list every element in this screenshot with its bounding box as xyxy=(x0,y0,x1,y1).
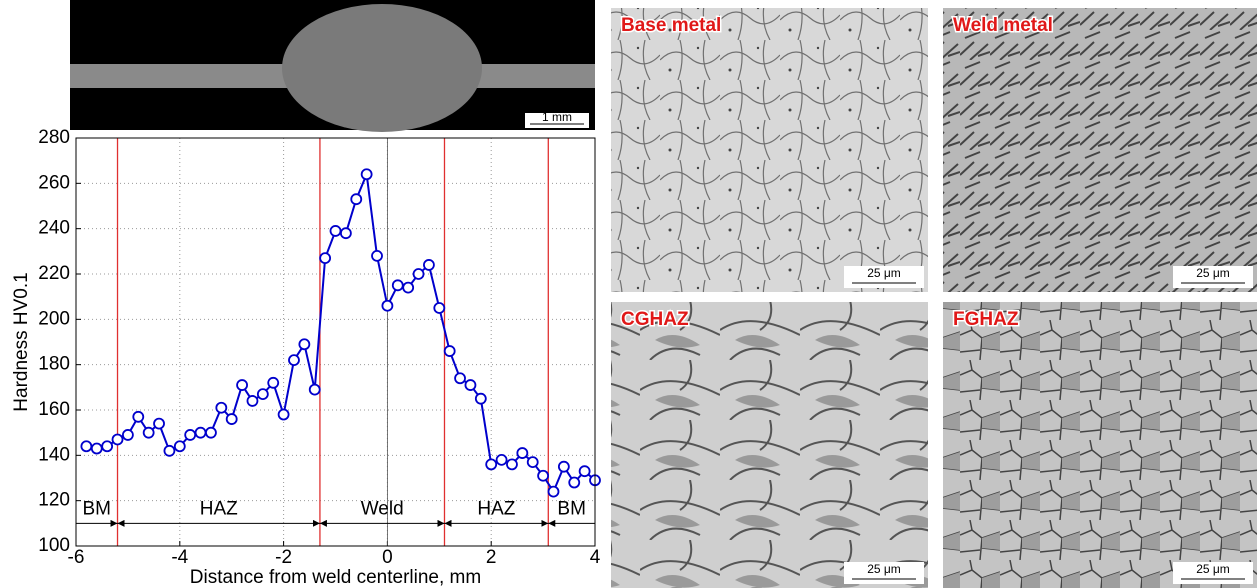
data-point xyxy=(403,283,413,293)
figure: Base metal 25 μm Weld metal 25 μm CGHAZ 25 μm… xyxy=(0,0,1257,588)
scale-label: 25 μm xyxy=(1196,266,1230,280)
data-point xyxy=(268,378,278,388)
data-point xyxy=(185,430,195,440)
x-axis-label: Distance from weld centerline, mm xyxy=(190,567,481,588)
data-point xyxy=(569,478,579,488)
micrograph xyxy=(943,302,1257,588)
zone-label: BM xyxy=(557,498,586,519)
data-point xyxy=(486,459,496,469)
y-tick-label: 200 xyxy=(38,308,70,329)
data-point xyxy=(538,471,548,481)
x-tick-label: 2 xyxy=(486,547,497,568)
y-tick-label: 260 xyxy=(38,172,70,193)
zone-label: Weld xyxy=(361,498,404,519)
data-point xyxy=(434,303,444,313)
data-point xyxy=(175,441,185,451)
data-point xyxy=(206,428,216,438)
data-point xyxy=(445,346,455,356)
micrograph-label: Base metal xyxy=(621,15,721,36)
data-point xyxy=(123,430,133,440)
y-axis-label: Hardness HV0.1 xyxy=(11,272,32,411)
data-point xyxy=(258,389,268,399)
x-tick-label: -4 xyxy=(171,547,188,568)
data-point xyxy=(580,466,590,476)
data-point xyxy=(320,253,330,263)
micrograph xyxy=(611,8,928,292)
y-tick-label: 160 xyxy=(38,399,70,420)
data-point xyxy=(559,462,569,472)
data-point xyxy=(113,434,123,444)
zone-label: HAZ xyxy=(477,498,515,519)
micrograph-label: CGHAZ xyxy=(621,309,689,330)
data-point xyxy=(299,339,309,349)
data-point xyxy=(133,412,143,422)
micrograph-label: Weld metal xyxy=(953,15,1053,36)
data-point xyxy=(310,385,320,395)
data-point xyxy=(465,380,475,390)
data-point xyxy=(414,269,424,279)
y-tick-label: 220 xyxy=(38,263,70,284)
data-point xyxy=(154,419,164,429)
data-point xyxy=(517,448,527,458)
data-point xyxy=(528,457,538,467)
scale-label: 25 μm xyxy=(867,562,901,576)
data-point xyxy=(362,169,372,179)
scale-label: 25 μm xyxy=(867,266,901,280)
x-tick-label: 0 xyxy=(382,547,393,568)
data-point xyxy=(507,459,517,469)
x-tick-label: -6 xyxy=(68,547,85,568)
y-tick-label: 240 xyxy=(38,218,70,239)
data-point xyxy=(331,226,341,236)
y-tick-label: 280 xyxy=(38,127,70,148)
data-point xyxy=(92,444,102,454)
data-point xyxy=(351,194,361,204)
zone-label: HAZ xyxy=(200,498,238,519)
data-line xyxy=(86,174,595,491)
y-tick-label: 120 xyxy=(38,490,70,511)
data-point xyxy=(196,428,206,438)
micrograph xyxy=(943,8,1257,292)
data-point xyxy=(144,428,154,438)
scale-label: 25 μm xyxy=(1196,562,1230,576)
y-tick-label: 100 xyxy=(38,535,70,556)
data-point xyxy=(279,410,289,420)
data-point xyxy=(382,301,392,311)
data-point xyxy=(227,414,237,424)
data-point xyxy=(548,487,558,497)
data-point xyxy=(81,441,91,451)
y-tick-label: 180 xyxy=(38,354,70,375)
x-tick-label: -2 xyxy=(275,547,292,568)
y-tick-label: 140 xyxy=(38,444,70,465)
data-point xyxy=(164,446,174,456)
data-point xyxy=(247,396,257,406)
plot-frame xyxy=(76,138,595,546)
data-point xyxy=(455,373,465,383)
x-tick-label: 4 xyxy=(590,547,601,568)
data-point xyxy=(102,441,112,451)
data-point xyxy=(216,403,226,413)
macrograph xyxy=(70,0,595,132)
micrograph xyxy=(611,302,928,588)
data-point xyxy=(424,260,434,270)
data-point xyxy=(497,455,507,465)
data-point xyxy=(289,355,299,365)
scale-label: 1 mm xyxy=(542,110,572,124)
data-point xyxy=(393,280,403,290)
data-point xyxy=(237,380,247,390)
data-point xyxy=(476,394,486,404)
zone-label: BM xyxy=(83,498,112,519)
micrograph-label: FGHAZ xyxy=(953,309,1019,330)
data-point xyxy=(341,228,351,238)
data-point xyxy=(372,251,382,261)
